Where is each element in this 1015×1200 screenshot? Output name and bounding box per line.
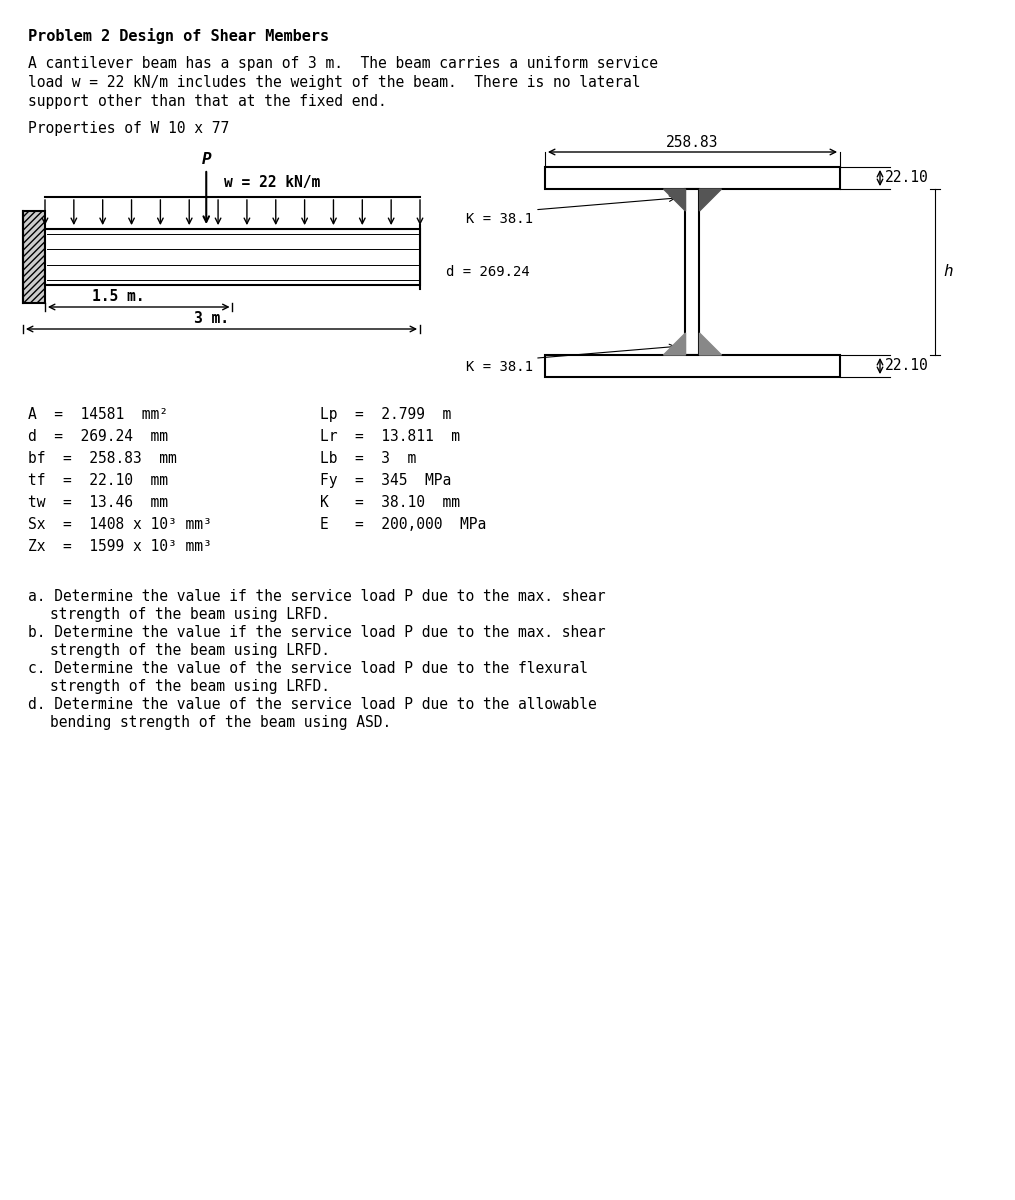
Text: A cantilever beam has a span of 3 m.  The beam carries a uniform service: A cantilever beam has a span of 3 m. The… bbox=[28, 56, 658, 71]
Text: d = 269.24: d = 269.24 bbox=[447, 265, 530, 278]
Text: Problem 2 Design of Shear Members: Problem 2 Design of Shear Members bbox=[28, 28, 329, 44]
Text: Lp  =  2.799  m: Lp = 2.799 m bbox=[320, 407, 452, 422]
Text: Lr  =  13.811  m: Lr = 13.811 m bbox=[320, 428, 460, 444]
Text: Fy  =  345  MPa: Fy = 345 MPa bbox=[320, 473, 452, 488]
Text: 1.5 m.: 1.5 m. bbox=[92, 289, 144, 304]
Text: w = 22 kN/m: w = 22 kN/m bbox=[224, 175, 321, 190]
Bar bbox=[23, 211, 45, 302]
Text: 22.10: 22.10 bbox=[885, 359, 929, 373]
Text: load w = 22 kN/m includes the weight of the beam.  There is no lateral: load w = 22 kN/m includes the weight of … bbox=[28, 74, 640, 90]
Text: bf  =  258.83  mm: bf = 258.83 mm bbox=[28, 451, 177, 466]
Text: 258.83: 258.83 bbox=[666, 134, 719, 150]
Text: K   =  38.10  mm: K = 38.10 mm bbox=[320, 494, 460, 510]
Text: strength of the beam using LRFD.: strength of the beam using LRFD. bbox=[50, 607, 330, 622]
Text: tf  =  22.10  mm: tf = 22.10 mm bbox=[28, 473, 168, 488]
Text: Lb  =  3  m: Lb = 3 m bbox=[320, 451, 416, 466]
Polygon shape bbox=[664, 188, 685, 211]
Text: P: P bbox=[201, 152, 211, 167]
Text: b. Determine the value if the service load P due to the max. shear: b. Determine the value if the service lo… bbox=[28, 625, 606, 640]
Text: c. Determine the value of the service load P due to the flexural: c. Determine the value of the service lo… bbox=[28, 661, 588, 676]
Text: 22.10: 22.10 bbox=[885, 170, 929, 186]
Text: strength of the beam using LRFD.: strength of the beam using LRFD. bbox=[50, 679, 330, 694]
Text: d  =  269.24  mm: d = 269.24 mm bbox=[28, 428, 168, 444]
Text: bending strength of the beam using ASD.: bending strength of the beam using ASD. bbox=[50, 715, 391, 730]
Text: A  =  14581  mm²: A = 14581 mm² bbox=[28, 407, 168, 422]
Bar bbox=[685, 188, 699, 355]
Bar bbox=[45, 229, 420, 284]
Polygon shape bbox=[699, 332, 722, 355]
Text: Sx  =  1408 x 10³ mm³: Sx = 1408 x 10³ mm³ bbox=[28, 517, 212, 532]
Text: strength of the beam using LRFD.: strength of the beam using LRFD. bbox=[50, 643, 330, 658]
Text: K = 38.1: K = 38.1 bbox=[466, 360, 533, 374]
Text: h: h bbox=[943, 264, 953, 280]
Text: 3 m.: 3 m. bbox=[194, 311, 229, 326]
Text: E   =  200,000  MPa: E = 200,000 MPa bbox=[320, 517, 486, 532]
Text: Zx  =  1599 x 10³ mm³: Zx = 1599 x 10³ mm³ bbox=[28, 539, 212, 554]
Polygon shape bbox=[699, 188, 722, 211]
Bar bbox=[545, 355, 840, 377]
Bar bbox=[545, 167, 840, 188]
Text: K = 38.1: K = 38.1 bbox=[466, 211, 533, 226]
Text: Properties of W 10 x 77: Properties of W 10 x 77 bbox=[28, 121, 229, 136]
Polygon shape bbox=[664, 332, 685, 355]
Text: d. Determine the value of the service load P due to the allowable: d. Determine the value of the service lo… bbox=[28, 697, 597, 712]
Text: tw  =  13.46  mm: tw = 13.46 mm bbox=[28, 494, 168, 510]
Text: support other than that at the fixed end.: support other than that at the fixed end… bbox=[28, 94, 387, 109]
Text: a. Determine the value if the service load P due to the max. shear: a. Determine the value if the service lo… bbox=[28, 589, 606, 604]
